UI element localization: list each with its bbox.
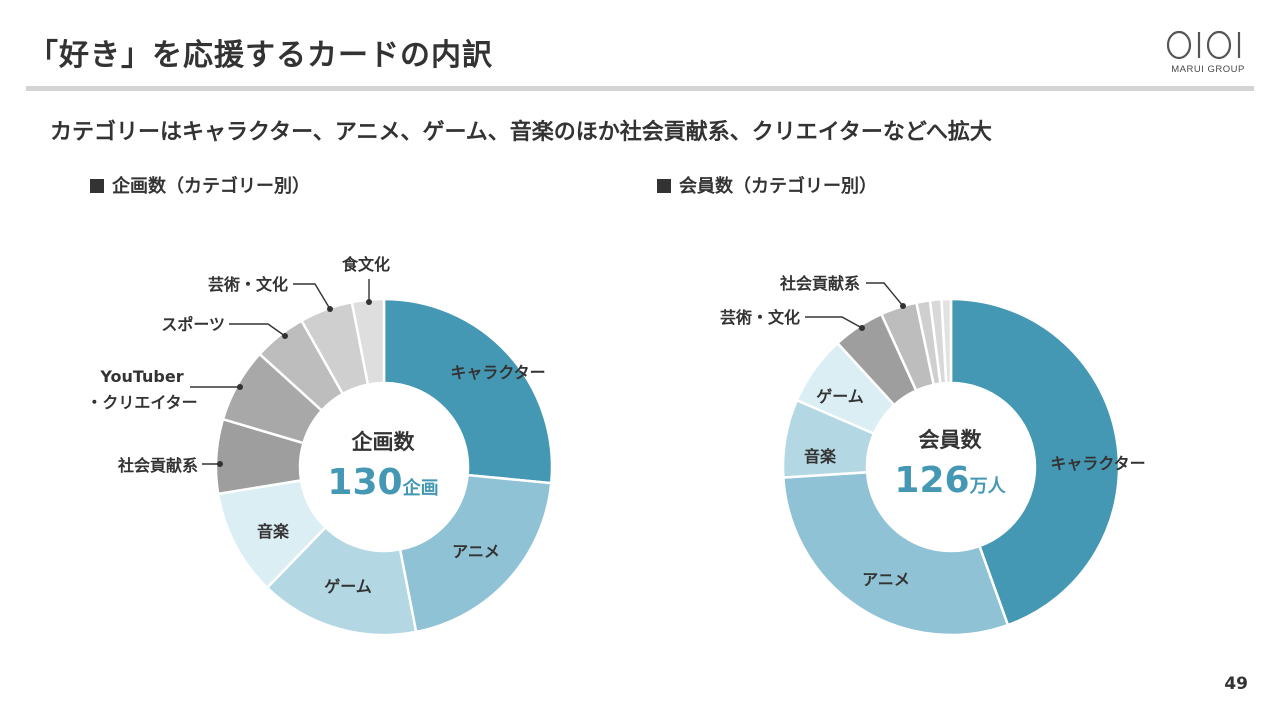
- label-social: 社会貢献系: [779, 274, 860, 293]
- center-unit-projects: 企画: [402, 477, 439, 499]
- label-arts: 芸術・文化: [720, 308, 800, 327]
- label-social: 社会貢献系: [117, 456, 198, 475]
- donut-slices-projects: [214, 297, 554, 637]
- leader-dot-social: [900, 303, 906, 309]
- center-title-projects: 企画数: [351, 430, 416, 454]
- marui-logo: [1166, 30, 1241, 60]
- section-heading-projects: 企画数（カテゴリー別）: [90, 172, 310, 198]
- page-title: 「好き」を応援するカードの内訳: [28, 38, 493, 73]
- center-value-members-group: 126万人: [894, 460, 1006, 501]
- label-game: ゲーム: [816, 387, 864, 406]
- label-youtuber-line2: ・クリエイター: [86, 393, 197, 412]
- slice-1-slice: [782, 470, 1010, 637]
- center-value-members: 126: [894, 460, 969, 501]
- leader-line-arts: [293, 283, 331, 310]
- donut-chart-projects: キャラクター アニメ ゲーム 音楽 社会貢献系 YouTuber ・クリエイター…: [86, 255, 554, 637]
- section-heading-members: 会員数（カテゴリー別）: [657, 172, 877, 198]
- leader-dot-food: [366, 299, 372, 305]
- label-music: 音楽: [804, 447, 837, 466]
- center-title-members: 会員数: [919, 428, 983, 452]
- label-character: キャラクター: [450, 363, 545, 382]
- leader-dot-arts: [327, 306, 333, 312]
- section-heading-text: 会員数（カテゴリー別）: [679, 176, 877, 197]
- leader-lines-members: [805, 282, 906, 331]
- leader-line-sports: [229, 323, 286, 337]
- label-character: キャラクター: [1050, 454, 1145, 473]
- page-number: 49: [1224, 674, 1248, 694]
- label-game: ゲーム: [324, 577, 372, 596]
- center-unit-members: 万人: [969, 476, 1007, 497]
- label-sports: スポーツ: [161, 315, 225, 334]
- label-anime: アニメ: [862, 570, 910, 589]
- logo-o-right: [1206, 30, 1232, 60]
- center-value-projects-group: 130企画: [327, 462, 438, 503]
- slice-8-slice: [350, 297, 386, 387]
- logo-o-left: [1166, 30, 1192, 60]
- center-value-projects: 130: [327, 462, 402, 503]
- section-heading-text: 企画数（カテゴリー別）: [112, 176, 310, 197]
- leader-line-social: [866, 282, 904, 307]
- donut-chart-members: キャラクター アニメ 音楽 ゲーム 芸術・文化 社会貢献系 会員数 126万人: [720, 274, 1146, 637]
- label-youtuber-line1: YouTuber: [99, 367, 183, 386]
- donut-slices-members: [781, 297, 1121, 637]
- header-divider: [26, 86, 1254, 91]
- slice-1-slice: [398, 473, 553, 634]
- logo-subtext: MARUI GROUP: [1171, 64, 1245, 75]
- label-food: 食文化: [341, 255, 390, 274]
- leader-line-arts: [805, 316, 863, 329]
- leader-dot-youtuber: [237, 384, 243, 390]
- slide-subtitle: カテゴリーはキャラクター、アニメ、ゲーム、音楽のほか社会貢献系、クリエイターなど…: [50, 120, 992, 145]
- leader-dot-social: [217, 461, 223, 467]
- slice-0-slice: [382, 297, 554, 485]
- label-arts: 芸術・文化: [208, 275, 288, 294]
- leader-dot-sports: [282, 333, 288, 339]
- leader-lines-projects: [190, 279, 372, 467]
- square-bullet-icon: [657, 179, 671, 193]
- square-bullet-icon: [90, 179, 104, 193]
- label-music: 音楽: [257, 522, 290, 541]
- slice-8-3: [940, 297, 953, 385]
- leader-dot-arts: [859, 325, 865, 331]
- slice-0-slice: [949, 297, 1121, 627]
- label-anime: アニメ: [452, 542, 500, 561]
